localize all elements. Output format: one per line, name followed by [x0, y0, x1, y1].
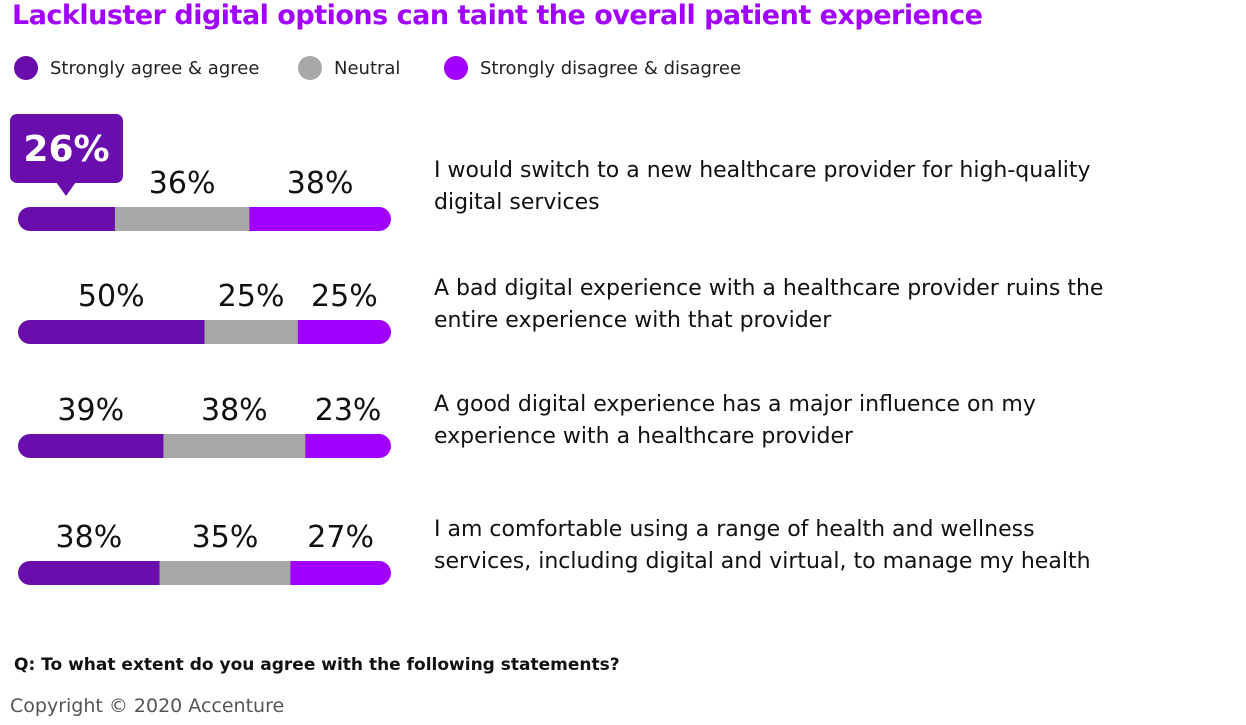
statement-1: I would switch to a new healthcare provi…	[434, 158, 1091, 215]
bar-segment-agree	[18, 434, 164, 458]
callout-pointer	[56, 182, 76, 196]
legend-item-neutral: Neutral	[298, 56, 400, 80]
value-label-neutral: 36%	[149, 166, 216, 201]
legend-label-disagree: Strongly disagree & disagree	[480, 57, 742, 79]
bar-row-3: 39% 38% 23%	[18, 393, 391, 458]
statement-3: A good digital experience has a major in…	[434, 392, 1036, 449]
value-label-agree: 39%	[57, 393, 124, 428]
bar-segment-disagree	[305, 434, 391, 458]
legend-dot-agree	[14, 56, 38, 80]
value-label-neutral: 35%	[192, 520, 259, 555]
bar-segment-neutral	[114, 207, 250, 231]
legend-item-disagree: Strongly disagree & disagree	[444, 56, 741, 80]
bar-segment-disagree	[290, 561, 391, 585]
legend-dot-neutral	[298, 56, 322, 80]
bar-segment-neutral	[204, 320, 298, 344]
value-label-neutral: 38%	[201, 393, 268, 428]
bar-segment-agree	[18, 207, 115, 231]
highlight-callout: 26%	[10, 114, 123, 196]
survey-question: Q: To what extent do you agree with the …	[14, 655, 620, 675]
bar-segment-neutral	[163, 434, 306, 458]
value-label-disagree: 25%	[311, 279, 378, 314]
value-label-neutral: 25%	[218, 279, 285, 314]
bar-row-2: 50% 25% 25%	[18, 279, 391, 344]
stacked-bar-chart: 36% 38% 50% 25% 25% 39% 38% 23% 38% 35% 27% 26%	[10, 114, 391, 585]
value-label-agree: 50%	[78, 279, 145, 314]
callout-label: 26%	[23, 129, 109, 170]
bar-row-4: 38% 35% 27%	[18, 520, 391, 585]
legend-dot-disagree	[444, 56, 468, 80]
bar-segment-neutral	[159, 561, 291, 585]
bar-segment-agree	[18, 320, 205, 344]
copyright-notice: Copyright © 2020 Accenture	[10, 695, 285, 717]
statement-2: A bad digital experience with a healthca…	[434, 276, 1104, 333]
value-label-disagree: 27%	[307, 520, 374, 555]
callout-box	[10, 114, 123, 183]
value-label-disagree: 23%	[315, 393, 382, 428]
value-label-agree: 38%	[56, 520, 123, 555]
bar-segment-disagree	[249, 207, 391, 231]
bar-segment-agree	[18, 561, 160, 585]
legend-label-agree: Strongly agree & agree	[50, 57, 260, 79]
statement-4: I am comfortable using a range of health…	[434, 517, 1091, 574]
bar-row-1: 36% 38%	[18, 166, 391, 231]
value-label-disagree: 38%	[287, 166, 354, 201]
chart-title: Lackluster digital options can taint the…	[12, 0, 983, 31]
legend-label-neutral: Neutral	[334, 57, 401, 79]
bar-segment-disagree	[297, 320, 391, 344]
legend-item-agree: Strongly agree & agree	[14, 56, 259, 80]
